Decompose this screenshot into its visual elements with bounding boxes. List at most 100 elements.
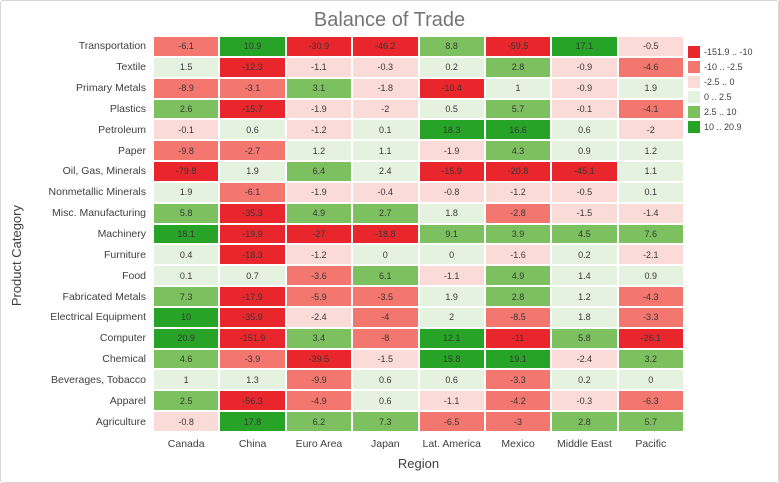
heatmap-cell: -15.9 (418, 161, 485, 182)
legend-label: -151.9 .. -10 (704, 47, 753, 57)
row-label: Nonmetallic Minerals (48, 186, 146, 199)
heatmap-grid: Transportation -6.1 10.9 -30.9 -46.2 8.8 -59.5… (27, 36, 684, 432)
heatmap-cell: -0.3 (352, 56, 419, 78)
row-label: Chemical (102, 353, 146, 366)
heatmap-cell: -1.9 (285, 181, 353, 203)
legend-item[interactable]: 2.5 .. 10 (688, 106, 776, 118)
column-labels-spacer (27, 432, 153, 456)
heatmap-cell: -8.9 (153, 77, 220, 99)
row-label: Plastics (109, 102, 146, 115)
heatmap-cell: -1.1 (418, 390, 485, 412)
heatmap-cell: -4.3 (617, 286, 684, 307)
legend-item[interactable]: 10 .. 20.9 (688, 121, 776, 133)
heatmap-cell: 1.4 (551, 265, 618, 287)
heatmap-cell: 1.1 (352, 140, 419, 162)
heatmap-cell: 20.9 (153, 327, 220, 349)
heatmap-cell: 5.8 (551, 327, 618, 349)
heatmap-cell: -0.9 (551, 56, 618, 78)
row-label: Textile (116, 61, 146, 74)
heatmap-cell: -6.3 (617, 390, 684, 412)
heatmap-cell: -1.4 (617, 202, 684, 224)
heatmap-cell: 9.1 (418, 223, 485, 245)
heatmap-cell: 0.4 (153, 244, 220, 266)
legend-item[interactable]: 0 .. 2.5 (688, 91, 776, 103)
heatmap-cell: 4.9 (285, 202, 353, 224)
heatmap-cell: -59.5 (484, 36, 552, 57)
row-label: Apparel (109, 394, 146, 407)
heatmap-cell: -4.6 (617, 56, 684, 78)
heatmap-cell: -4 (352, 306, 419, 328)
heatmap-cell: -5.9 (285, 286, 353, 307)
heatmap-cell: 1 (484, 77, 552, 99)
heatmap-cell: -3 (484, 411, 552, 432)
heatmap-cell: -79.8 (153, 161, 220, 182)
heatmap-cell: -0.8 (418, 181, 485, 203)
heatmap-cell: -35.3 (219, 202, 286, 224)
row-label: Primary Metals (75, 82, 146, 95)
row-label: Misc. Manufacturing (52, 207, 146, 220)
heatmap-cell: 1.9 (153, 181, 220, 203)
heatmap-cell: -2.7 (219, 140, 286, 162)
heatmap-cell: -4.1 (617, 98, 684, 120)
row-label: Machinery (97, 227, 146, 240)
heatmap-cell: -45.1 (551, 161, 618, 182)
heatmap-cell: 3.1 (285, 77, 353, 99)
heatmap-cell: 0 (617, 369, 684, 391)
heatmap-cell: -3.9 (219, 348, 286, 370)
heatmap-cell: 2 (418, 306, 485, 328)
heatmap-cell: -1.5 (352, 348, 419, 370)
heatmap-cell: 4.6 (153, 348, 220, 370)
heatmap-cell: -0.1 (551, 98, 618, 120)
heatmap-cell: -19.9 (219, 223, 286, 245)
heatmap-cell: -26.1 (617, 327, 684, 349)
heatmap-cell: 2.4 (352, 161, 419, 182)
legend-item[interactable]: -10 .. -2.5 (688, 61, 776, 73)
chart-body: Product Category Transportation -6.1 10.9-… (1, 34, 778, 482)
heatmap-cell: 17.8 (219, 411, 286, 432)
heatmap-cell: -1.6 (484, 244, 552, 266)
legend-item[interactable]: -151.9 .. -10 (688, 46, 776, 58)
heatmap-cell: 0.1 (617, 181, 684, 203)
heatmap-cell: 17.1 (551, 36, 618, 57)
heatmap-cell: -9.8 (153, 140, 220, 162)
heatmap-cell: -151.9 (219, 327, 286, 349)
heatmap-cell: 16.6 (484, 119, 552, 141)
legend-item[interactable]: -2.5 .. 0 (688, 76, 776, 88)
column-label: Euro Area (295, 438, 343, 450)
heatmap-cell: 0 (352, 244, 419, 266)
heatmap-cell: -1.8 (352, 77, 419, 99)
heatmap-cell: -1.2 (484, 181, 552, 203)
heatmap-cell: -18.8 (352, 223, 419, 245)
heatmap-cell: 0.9 (617, 265, 684, 287)
heatmap-cell: 3.9 (484, 223, 552, 245)
heatmap-cell: -2 (352, 98, 419, 120)
heatmap-cell: -1.5 (551, 202, 618, 224)
heatmap-cell: -11 (484, 327, 552, 349)
legend-label: 10 .. 20.9 (704, 122, 742, 132)
column-label: Middle East (557, 438, 612, 450)
heatmap-cell: 7.3 (153, 286, 220, 307)
row-label: Agriculture (95, 415, 146, 428)
heatmap-cell: 0.6 (352, 369, 419, 391)
legend-swatch-icon (688, 76, 700, 88)
heatmap-cell: 0.6 (219, 119, 286, 141)
heatmap-cell: -1.2 (285, 119, 353, 141)
heatmap-cell: -0.5 (617, 36, 684, 57)
heatmap-cell: 4.3 (484, 140, 552, 162)
heatmap-cell: 1.9 (418, 286, 485, 307)
heatmap-cell: -17.9 (219, 286, 286, 307)
heatmap-cell: 7.6 (617, 223, 684, 245)
heatmap-cell: -0.9 (551, 77, 618, 99)
column-labels: Canada China Euro Area Japan Lat. America Mex… (27, 432, 684, 456)
heatmap-cell: -6.5 (418, 411, 485, 432)
legend-swatch-icon (688, 91, 700, 103)
plot-area: Transportation -6.1 10.9 -30.9 -46.2 8.8 -59.5… (27, 36, 684, 476)
heatmap-cell: -2.4 (285, 306, 353, 328)
heatmap-cell: -1.1 (285, 56, 353, 78)
heatmap-cell: -3.6 (285, 265, 353, 287)
heatmap-cell: 0.2 (551, 244, 618, 266)
heatmap-cell: 1.2 (285, 140, 353, 162)
heatmap-cell: -15.7 (219, 98, 286, 120)
heatmap-cell: 5.7 (617, 411, 684, 432)
